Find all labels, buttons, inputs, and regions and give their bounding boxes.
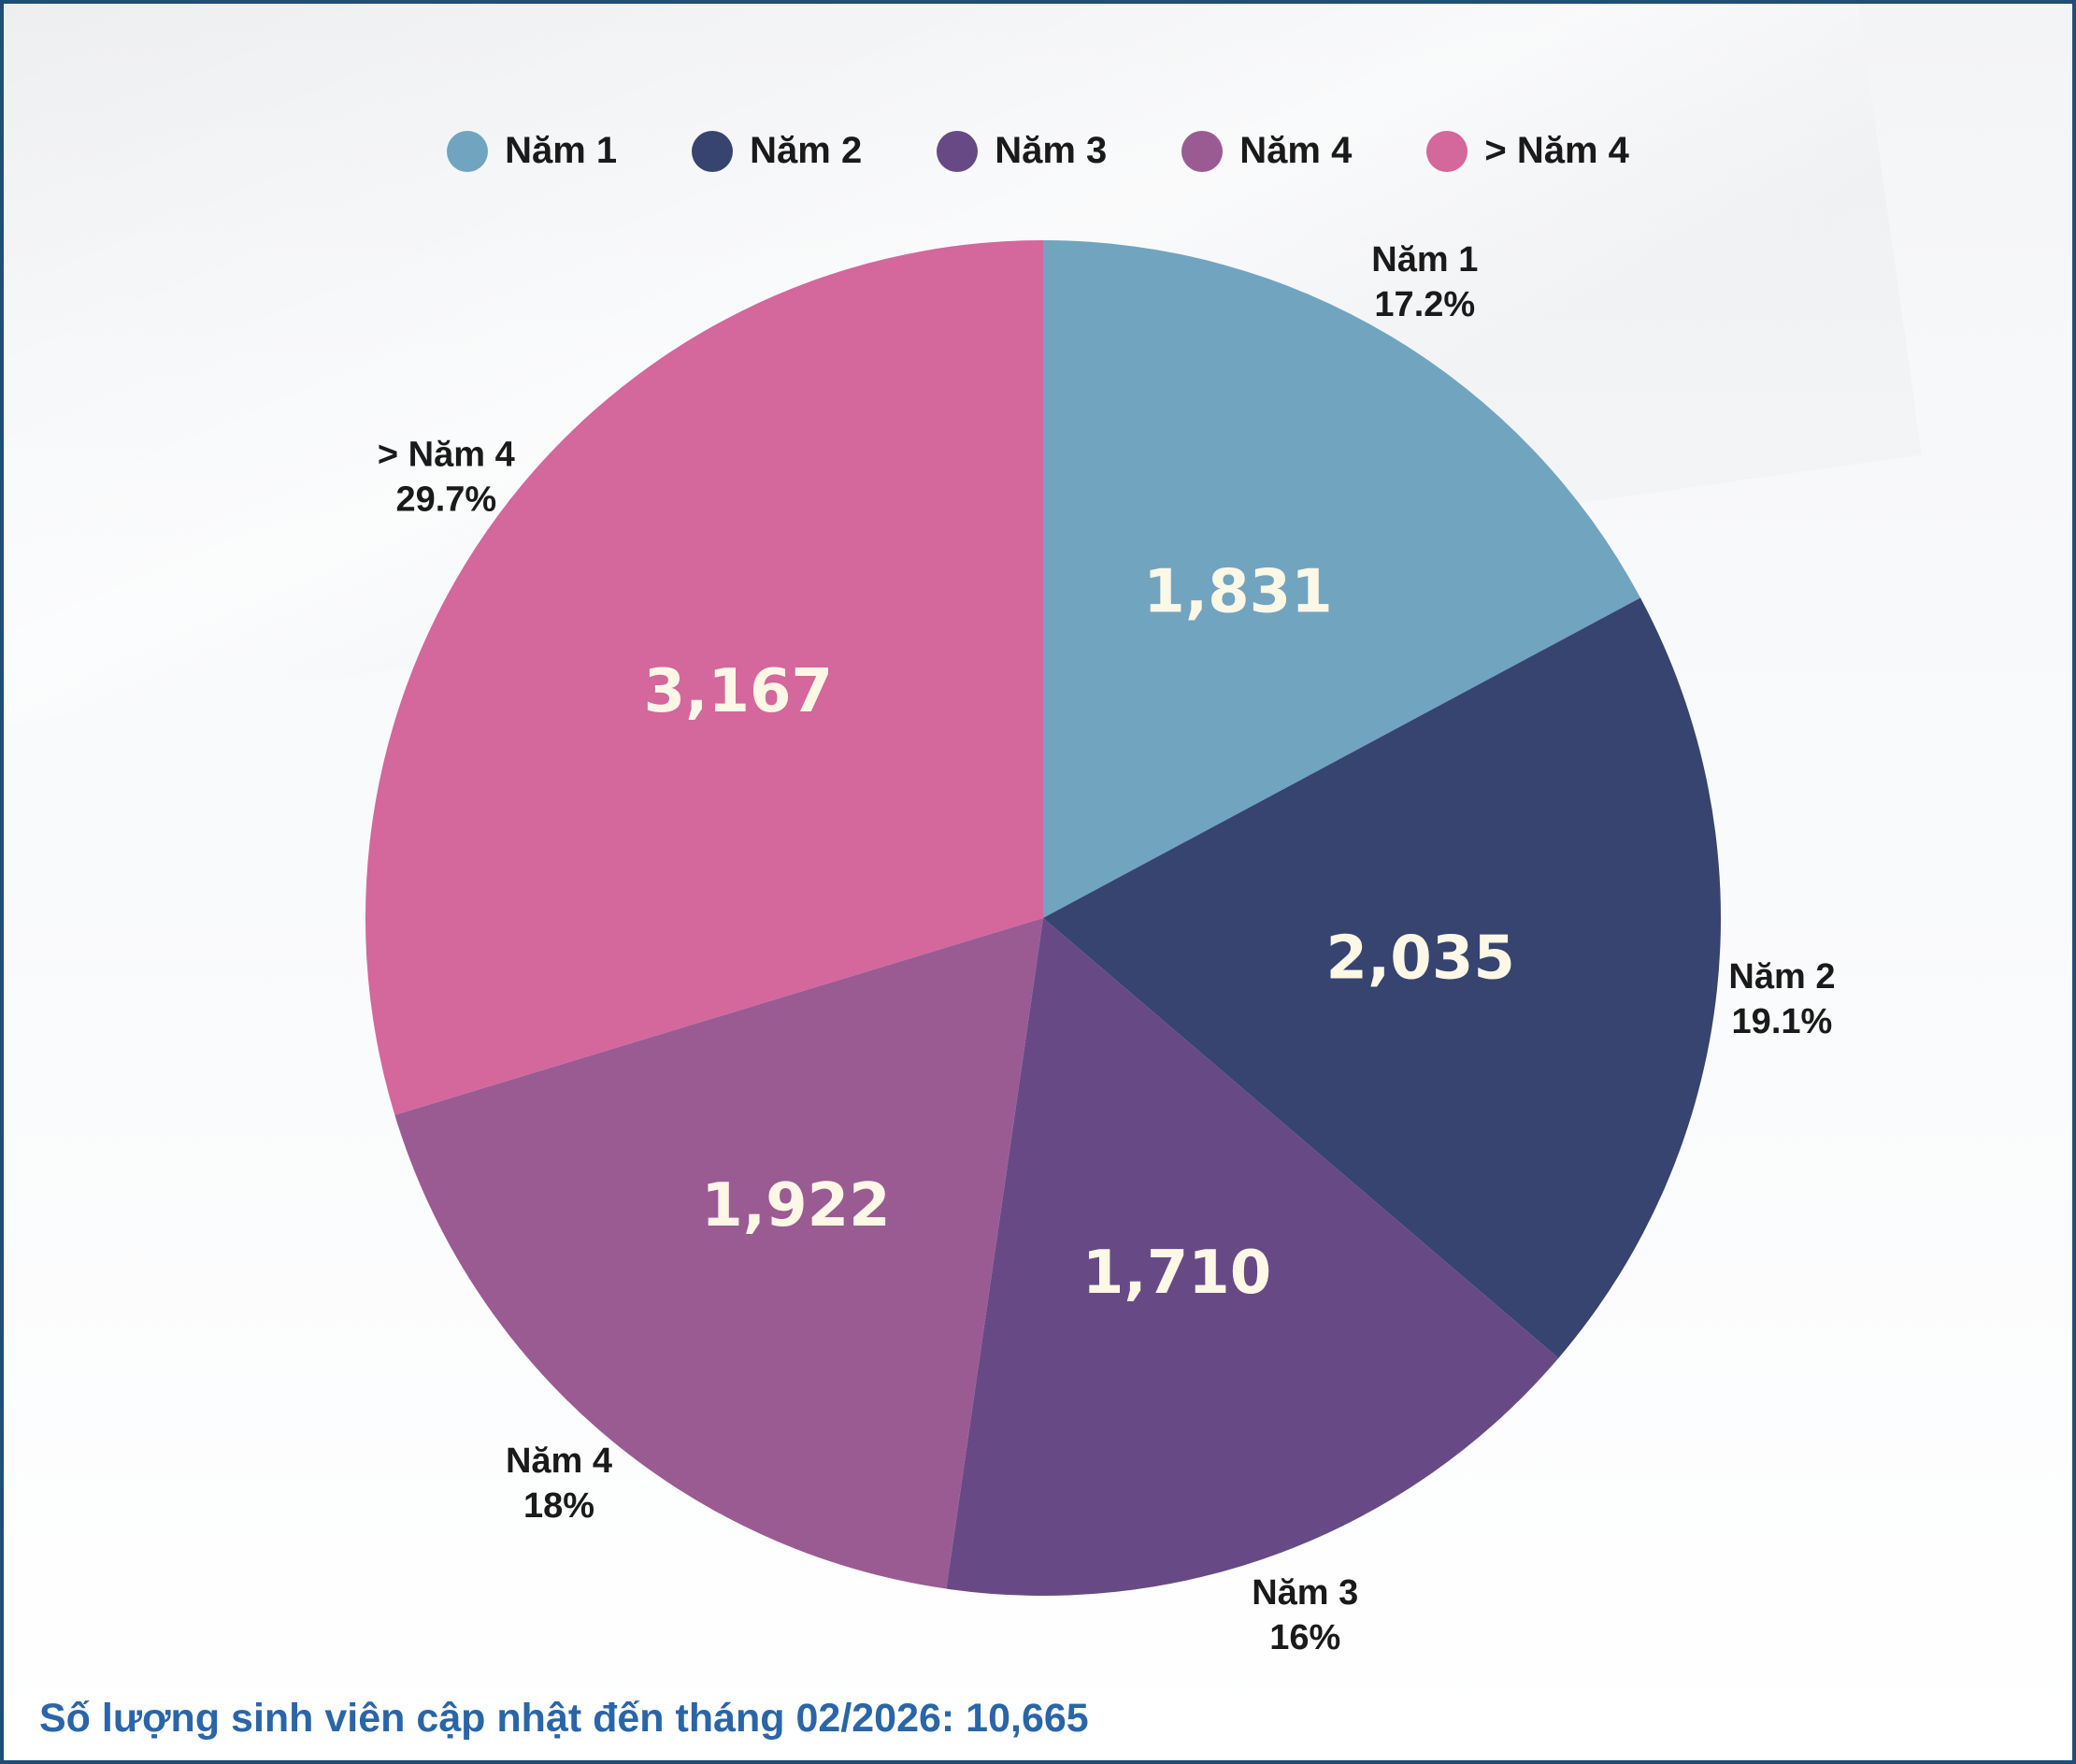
pie-slice-nam-1 [1043, 240, 1640, 918]
outer-category-nam-1: Năm 1 [1371, 240, 1478, 280]
legend-label-nam-3: Năm 3 [995, 130, 1108, 171]
outer-category-nam-3: Năm 3 [1252, 1573, 1358, 1613]
legend-label-nam-1: Năm 1 [505, 130, 618, 171]
outer-percent-over-nam-4: 29.7% [395, 480, 496, 520]
outer-label-nam-1: Năm 1 17.2% [1371, 240, 1478, 324]
outer-category-nam-4: Năm 4 [506, 1441, 612, 1481]
legend-swatch-over-nam-4 [1426, 130, 1468, 172]
value-label-nam-1: 1,831 [1143, 558, 1332, 627]
footer-total-students: Số lượng sinh viên cập nhật đến tháng 02… [39, 1696, 1089, 1741]
outer-percent-nam-2: 19.1% [1732, 1002, 1833, 1041]
legend-item-over-nam-4: > Năm 4 [1426, 130, 1629, 172]
legend-label-nam-4: Năm 4 [1239, 130, 1353, 171]
outer-percent-nam-1: 17.2% [1374, 285, 1475, 324]
legend-item-nam-3: Năm 3 [937, 130, 1107, 172]
legend-item-nam-4: Năm 4 [1181, 130, 1352, 172]
pie-slice-nam-3 [946, 918, 1559, 1597]
outer-label-nam-3: Năm 3 16% [1252, 1573, 1358, 1657]
legend-swatch-nam-2 [692, 130, 734, 172]
value-label-nam-3: 1,710 [1082, 1239, 1271, 1308]
legend-item-nam-1: Năm 1 [447, 130, 617, 172]
value-label-nam-4: 1,922 [701, 1171, 890, 1241]
chart-legend: Năm 1 Năm 2 Năm 3 Năm 4 > Năm 4 [4, 130, 2072, 172]
pie-slices [365, 240, 1721, 1597]
outer-percent-nam-3: 16% [1269, 1618, 1340, 1657]
pie-value-labels: 1,831 2,035 1,710 1,922 3,167 [644, 558, 1515, 1308]
value-label-nam-2: 2,035 [1325, 925, 1514, 994]
pie-slice-nam-2 [1043, 597, 1721, 1358]
value-label-over-nam-4: 3,167 [644, 657, 833, 726]
pie-slice-over-nam-4 [365, 240, 1043, 1115]
outer-label-nam-2: Năm 2 19.1% [1728, 957, 1835, 1041]
outer-label-over-nam-4: > Năm 4 29.7% [378, 436, 515, 520]
legend-item-nam-2: Năm 2 [692, 130, 862, 172]
pie-slice-nam-4 [394, 918, 1043, 1589]
legend-label-nam-2: Năm 2 [750, 130, 863, 171]
outer-category-over-nam-4: > Năm 4 [378, 436, 515, 475]
legend-swatch-nam-1 [447, 130, 489, 172]
legend-swatch-nam-4 [1181, 130, 1224, 172]
pie-outer-labels: Năm 1 17.2% Năm 2 19.1% Năm 3 16% Năm 4 18% > Nă… [378, 240, 1836, 1657]
outer-label-nam-4: Năm 4 18% [506, 1441, 612, 1526]
legend-swatch-nam-3 [937, 130, 979, 172]
outer-category-nam-2: Năm 2 [1728, 957, 1835, 997]
legend-label-over-nam-4: > Năm 4 [1484, 130, 1629, 171]
outer-percent-nam-4: 18% [523, 1486, 594, 1526]
